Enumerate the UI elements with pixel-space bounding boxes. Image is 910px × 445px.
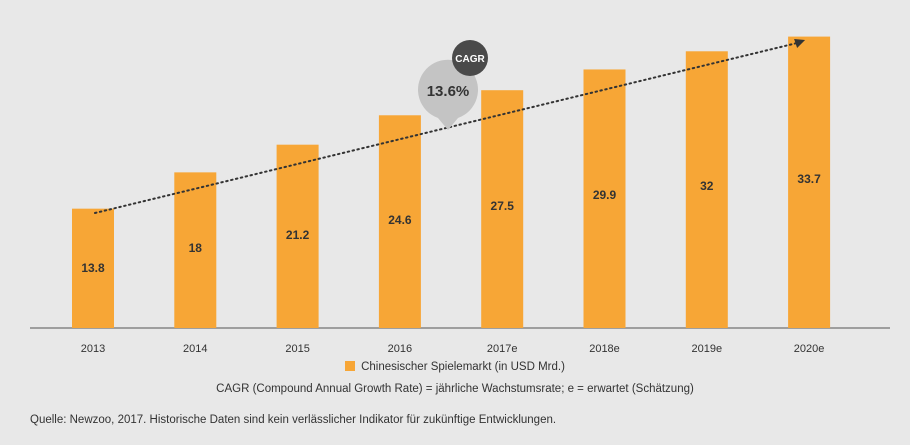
- tick-label-2019e: 2019e: [692, 343, 723, 355]
- value-label-2015: 21.2: [286, 228, 310, 242]
- bar-2019e: [685, 51, 728, 328]
- tick-label-2013: 2013: [81, 343, 105, 355]
- value-label-2014: 18: [189, 241, 203, 255]
- bar-2013: [72, 208, 114, 328]
- value-labels-group: 13.8 18 21.2 24.6 27.5 29.9 32 33.7: [81, 172, 821, 275]
- cagr-badge: [452, 40, 488, 76]
- tick-label-2016: 2016: [388, 343, 412, 355]
- trend-arrowhead: [794, 39, 806, 48]
- tick-label-2015: 2015: [285, 343, 309, 355]
- value-label-2013: 13.8: [81, 261, 105, 275]
- legend-label: Chinesischer Spielemarkt (in USD Mrd.): [361, 361, 565, 373]
- trend-dotted-line: [94, 42, 799, 214]
- bar-2020e: [788, 36, 831, 328]
- bar-2015: [276, 144, 319, 328]
- bar-2014: [174, 172, 217, 328]
- cagr-badge-label: CAGR: [455, 54, 485, 65]
- tick-label-2018e: 2018e: [589, 343, 620, 355]
- source-note: Quelle: Newzoo, 2017. Historische Daten …: [30, 414, 557, 426]
- bars-group: [72, 36, 831, 329]
- value-label-2019e: 32: [700, 179, 714, 193]
- value-label-2017e: 27.5: [491, 199, 515, 213]
- tick-labels-group: 2013 2014 2015 2016 2017e 2018e 2019e 2020e: [81, 343, 825, 355]
- value-label-2020e: 33.7: [797, 172, 821, 186]
- tick-label-2020e: 2020e: [794, 343, 825, 355]
- value-label-2016: 24.6: [388, 213, 412, 227]
- bar-2018e: [583, 69, 626, 328]
- cagr-bubble: [418, 59, 479, 130]
- value-label-2018e: 29.9: [593, 188, 617, 202]
- cagr-value: 13.6%: [427, 83, 470, 100]
- trend-line: [94, 39, 806, 214]
- legend-swatch: [345, 361, 356, 371]
- cagr-footnote: CAGR (Compound Annual Growth Rate) = jäh…: [216, 383, 694, 395]
- tick-label-2017e: 2017e: [487, 343, 518, 355]
- tick-label-2014: 2014: [183, 343, 207, 355]
- legend: Chinesischer Spielemarkt (in USD Mrd.): [0, 361, 910, 373]
- cagr-callout: 13.6% CAGR: [418, 40, 488, 130]
- bar-2017e: [481, 90, 524, 329]
- bar-2016: [378, 115, 421, 329]
